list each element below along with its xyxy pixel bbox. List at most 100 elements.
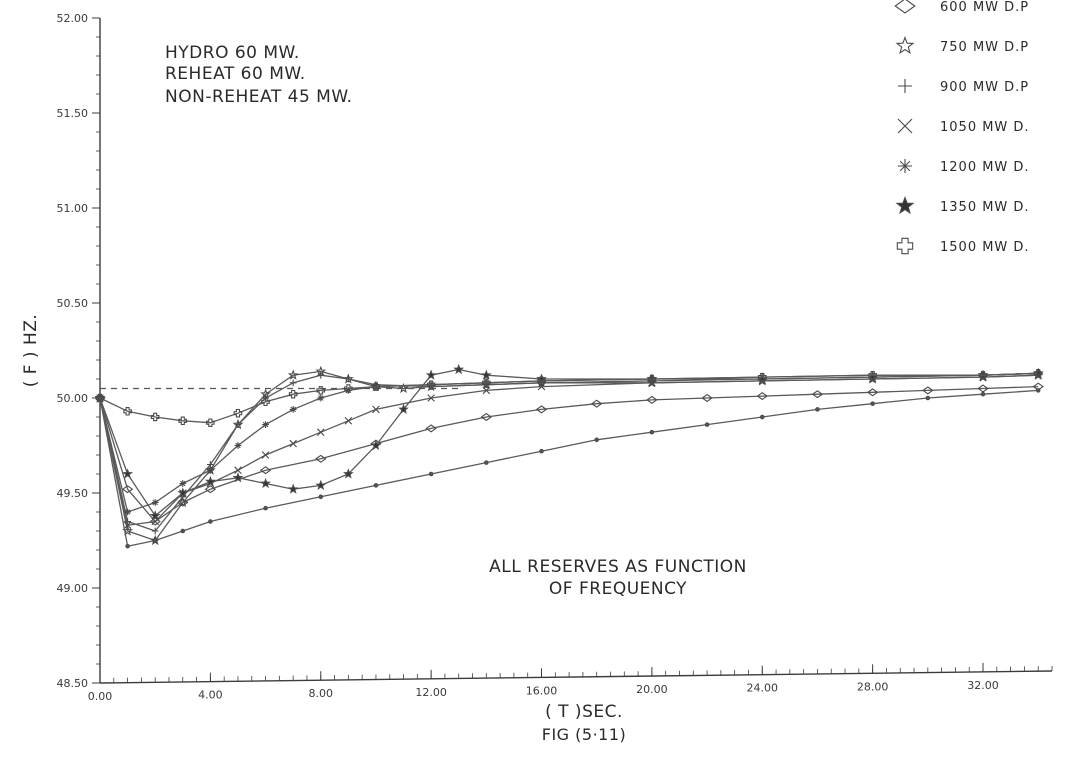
data-point [234, 421, 242, 428]
data-point [371, 382, 381, 391]
figure-caption: FIG (5·11) [542, 725, 627, 744]
legend-item: 900 MW D.P [898, 79, 1029, 95]
data-point [398, 382, 409, 394]
data-point [372, 405, 380, 414]
legend-label: 1050 MW D. [940, 120, 1030, 135]
y-axis-label: ( F ) HZ. [21, 314, 41, 388]
data-point [759, 414, 765, 420]
data-point [344, 417, 353, 425]
legend-label: 600 MW D.P [940, 0, 1029, 15]
data-point [316, 428, 325, 436]
data-point [866, 388, 879, 397]
data-point [317, 371, 325, 379]
data-point [1033, 369, 1043, 378]
data-point [206, 461, 214, 468]
data-point [757, 372, 767, 382]
data-point [287, 369, 299, 380]
data-point [398, 403, 409, 414]
data-point [179, 480, 187, 487]
data-point [425, 369, 437, 380]
legend-marker [895, 36, 915, 55]
data-point [344, 387, 352, 394]
data-point [151, 499, 159, 506]
x-tick-label: 28.00 [857, 680, 889, 693]
data-point [535, 405, 548, 414]
data-point [594, 437, 599, 443]
data-point [318, 494, 324, 500]
data-point [124, 508, 131, 516]
data-point [977, 384, 989, 393]
series-7 [95, 369, 1043, 427]
legend-marker [898, 79, 912, 93]
data-point [704, 422, 710, 427]
data-point [482, 386, 491, 395]
legend-label: 900 MW D.P [940, 80, 1029, 95]
data-point [262, 421, 269, 428]
data-point [537, 376, 546, 386]
data-point [234, 466, 242, 474]
series-line [99, 389, 1039, 547]
data-point [149, 517, 161, 526]
legend-label: 750 MW D.P [940, 40, 1029, 55]
data-point [263, 505, 268, 511]
data-point [343, 468, 354, 479]
legend-marker [894, 0, 916, 14]
annotation-hydro: HYDRO 60 MW. [165, 43, 300, 63]
data-point [484, 460, 489, 465]
legend-item: 600 MW D.P [894, 0, 1029, 15]
data-point [234, 442, 242, 449]
data-point [925, 395, 931, 401]
data-point [428, 471, 434, 477]
data-point [289, 406, 297, 413]
data-point [480, 412, 493, 422]
data-point [259, 466, 272, 475]
data-point [150, 412, 160, 422]
data-point [177, 487, 189, 498]
x-tick-label: 8.00 [309, 687, 334, 700]
data-point [208, 519, 213, 524]
data-point [344, 384, 353, 393]
series-group [94, 363, 1044, 549]
data-point [480, 369, 492, 380]
axes: 0.00 4.00 8.00 12.00 16.00 20.00 24.00 28.00 32.… [21, 12, 1053, 722]
legend-label: 1350 MW D. [940, 200, 1030, 215]
data-point [646, 395, 658, 404]
x-axis-line [99, 670, 1053, 684]
annotations: HYDRO 60 MW. REHEAT 60 MW. NON-REHEAT 45… [165, 43, 746, 599]
x-tick-label: 12.00 [415, 686, 447, 699]
data-point [756, 392, 768, 401]
data-point [425, 424, 437, 433]
y-tick-label: 50.00 [57, 392, 89, 405]
legend-label: 1500 MW D. [940, 240, 1030, 255]
data-point [590, 399, 603, 408]
data-point [649, 429, 655, 435]
data-point [204, 485, 217, 494]
data-point [261, 397, 270, 407]
data-point [482, 378, 491, 388]
y-tick-label: 50.50 [57, 297, 89, 310]
y-tick-label: 51.50 [57, 107, 89, 120]
data-point [180, 528, 186, 534]
x-tick-label: 4.00 [198, 689, 223, 702]
data-point [97, 395, 103, 401]
data-point [178, 416, 188, 426]
data-point [427, 394, 435, 402]
series-8 [97, 388, 1041, 549]
data-point [870, 401, 875, 406]
data-point [123, 521, 132, 530]
y-tick-label: 49.00 [57, 582, 89, 595]
data-point [260, 477, 271, 489]
data-point [980, 391, 986, 397]
legend-marker [898, 159, 912, 173]
y-tick-label: 52.00 [57, 12, 89, 25]
legend-item: 1050 MW D. [897, 118, 1030, 135]
data-point [289, 439, 297, 448]
legend-marker [895, 196, 915, 215]
data-point [121, 485, 134, 494]
data-point [868, 370, 877, 380]
data-point [287, 483, 299, 494]
series-line [99, 372, 1039, 424]
data-point [315, 479, 327, 490]
